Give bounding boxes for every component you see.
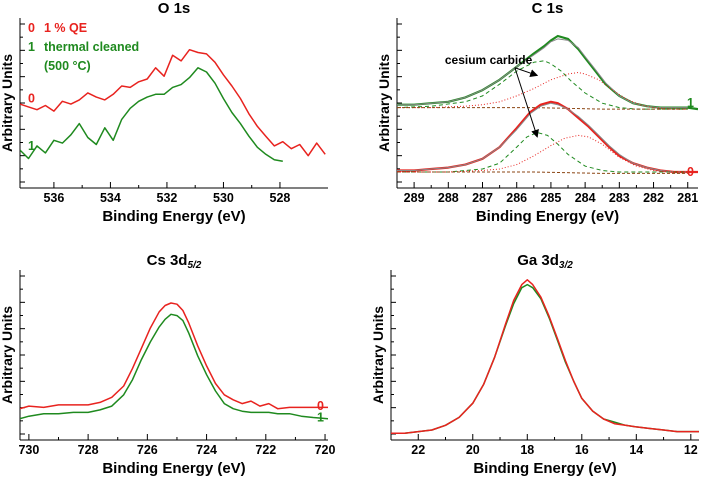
c1s-x-tick-label: 289: [404, 191, 425, 205]
c1s-series-carbide-component-1-: [397, 60, 688, 110]
c1s-series-1-qe: [397, 100, 698, 174]
cs3d-series-thermal-cleaned: [20, 313, 328, 420]
c1s-series-carbide-component-0-: [397, 132, 688, 173]
cs3d-title-subscript: 5/2: [187, 260, 201, 271]
o1s-x-tick-label: 536: [43, 191, 64, 205]
ga3d-series-1-qe: [391, 279, 699, 434]
o1s-series-1-qe: [20, 48, 326, 157]
ga3d-y-label: Arbitrary Units: [370, 306, 386, 404]
ga3d-x-tick-label: 14: [629, 443, 643, 457]
c1s-x-tick-label: 282: [643, 191, 664, 205]
ga3d-x-tick-label: 22: [411, 443, 425, 457]
c1s-series-fit-envelope-1-: [397, 38, 688, 109]
c1s-annotation-arrow: [514, 67, 539, 138]
cs3d-x-tick-label: 724: [196, 443, 217, 457]
o1s-y-label: Arbitrary Units: [0, 54, 15, 152]
panel-cs3d: Cs 3d5/2 730 728 726 724 722 720 Binding Energy…: [0, 252, 336, 477]
c1s-series-graphitic-component-0-: [397, 134, 688, 173]
panel-c1s: C 1s 289 288 287 286 285 284 283 282 281 Binding E…: [376, 0, 698, 225]
ga3d-x-tick-label: 12: [684, 443, 698, 457]
c1s-x-label: Binding Energy (eV): [476, 208, 619, 225]
o1s-legend-key: 1: [28, 40, 35, 54]
cs3d-x-tick-label: 722: [255, 443, 276, 457]
o1s-title: O 1s: [158, 0, 191, 17]
cs3d-series-label-1: 1: [317, 410, 324, 424]
o1s-x-label: Binding Energy (eV): [102, 208, 245, 225]
c1s-x-tick-label: 285: [540, 191, 561, 205]
o1s-x-tick-label: 528: [270, 191, 291, 205]
ga3d-x-tick-label: 20: [466, 443, 480, 457]
c1s-annotation-arrow: [514, 67, 539, 77]
c1s-x-tick-label: 287: [472, 191, 493, 205]
c1s-series-label-0: 0: [687, 165, 694, 179]
cs3d-x-label: Binding Energy (eV): [102, 460, 245, 477]
panel-o1s: O 1s 536 534 532 530 528 Binding Energy (eV) Ar…: [0, 0, 328, 225]
o1s-series-label-0: 0: [28, 92, 35, 106]
c1s-annotation: cesium carbide: [445, 53, 533, 67]
cs3d-x-tick-label: 720: [315, 443, 336, 457]
cs3d-x-tick-label: 730: [18, 443, 39, 457]
c1s-y-label: Arbitrary Units: [376, 54, 392, 152]
ga3d-title: Ga 3d3/2: [517, 252, 573, 271]
o1s-x-tick-label: 532: [157, 191, 178, 205]
o1s-legend-text: thermal cleaned: [44, 40, 139, 54]
cs3d-title: Cs 3d5/2: [147, 252, 202, 271]
cs3d-x-tick-label: 728: [78, 443, 99, 457]
c1s-series-fit-envelope-0-: [397, 102, 688, 173]
cs3d-series-1-qe: [20, 302, 328, 410]
c1s-x-tick-label: 283: [609, 191, 630, 205]
cs3d-x-tick-label: 726: [137, 443, 158, 457]
panel-ga3d: Ga 3d3/2 22 20 18 16 14 12 Binding Energy (eV) A…: [370, 252, 699, 477]
o1s-series-thermal-cleaned: [20, 67, 283, 162]
c1s-x-tick-label: 281: [677, 191, 698, 205]
o1s-legend-text: 1 % QE: [44, 21, 87, 35]
c1s-series-background-1-: [397, 107, 688, 110]
ga3d-x-tick-label: 18: [520, 443, 534, 457]
ga3d-title-subscript: 3/2: [559, 260, 573, 271]
c1s-x-tick-label: 288: [438, 191, 459, 205]
o1s-series-label-1: 1: [28, 139, 35, 153]
c1s-series-background-0-: [397, 171, 688, 174]
o1s-x-tick-label: 530: [213, 191, 234, 205]
c1s-series-label-1: 1: [687, 96, 694, 110]
c1s-series-thermal-cleaned: [397, 34, 698, 111]
cs3d-y-label: Arbitrary Units: [0, 306, 15, 404]
c1s-x-tick-label: 286: [506, 191, 527, 205]
cs3d-series-label-0: 0: [317, 399, 324, 413]
c1s-title: C 1s: [532, 0, 564, 17]
ga3d-x-tick-label: 16: [575, 443, 589, 457]
o1s-legend-key: 0: [28, 21, 35, 35]
ga3d-x-label: Binding Energy (eV): [473, 460, 616, 477]
o1s-x-tick-label: 534: [100, 191, 121, 205]
c1s-x-tick-label: 284: [575, 191, 596, 205]
o1s-legend-text: (500 °C): [44, 59, 91, 73]
